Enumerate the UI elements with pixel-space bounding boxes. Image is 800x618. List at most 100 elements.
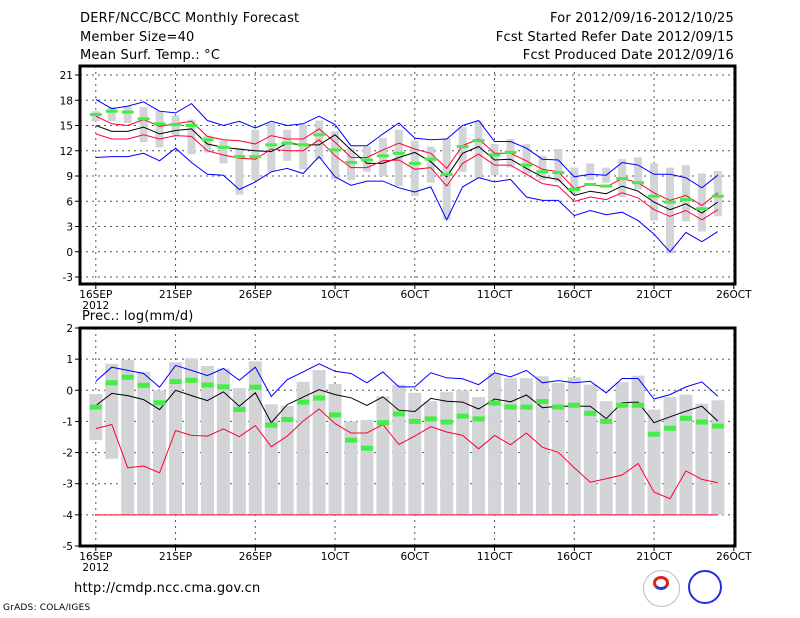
- observed-mark: [472, 416, 485, 422]
- x-tick-label: 21OCT: [636, 551, 672, 563]
- produced-date: Fcst Produced Date 2012/09/16: [522, 48, 734, 63]
- y-tick-label: -4: [63, 510, 74, 522]
- forecast-period: For 2012/09/16-2012/10/25: [550, 11, 734, 26]
- observed-mark: [297, 143, 310, 147]
- observed-mark: [424, 416, 437, 422]
- x-tick-label: 11OCT: [477, 551, 513, 563]
- ensemble-box: [107, 106, 116, 122]
- ensemble-box: [424, 401, 438, 515]
- x-tick-label: 16OCT: [557, 551, 593, 563]
- ensemble-box: [440, 392, 454, 515]
- series-line-min: [95, 147, 719, 253]
- observed-mark: [600, 184, 613, 188]
- ensemble-box: [586, 163, 595, 181]
- ensemble-box: [251, 129, 260, 181]
- observed-mark: [552, 404, 565, 410]
- y-tick-label: -1: [63, 416, 73, 428]
- ensemble-box: [296, 381, 310, 515]
- observed-mark: [504, 404, 517, 410]
- source-url[interactable]: http://cmdp.ncc.cma.gov.cn: [74, 581, 261, 596]
- observed-mark: [616, 177, 629, 181]
- ensemble-box: [538, 155, 547, 181]
- observed-mark: [664, 425, 676, 431]
- observed-mark: [105, 380, 118, 386]
- y-tick-label: 12: [60, 146, 73, 158]
- y-tick-label: -2: [63, 448, 73, 460]
- ensemble-box: [360, 419, 374, 515]
- series-line-lower: [95, 408, 718, 500]
- observed-mark: [664, 200, 676, 204]
- y-tick-label: 21: [60, 70, 73, 82]
- y-tick-label: 9: [66, 171, 73, 183]
- x-tick-label: 6OCT: [400, 289, 429, 301]
- ensemble-box: [615, 382, 629, 515]
- ensemble-box: [426, 146, 435, 183]
- observed-mark: [185, 124, 198, 127]
- ensemble-box: [185, 358, 198, 515]
- observed-mark: [89, 404, 102, 410]
- observed-mark: [440, 419, 453, 425]
- observed-mark: [488, 153, 501, 157]
- ensemble-box: [554, 149, 563, 182]
- observed-mark: [536, 398, 549, 404]
- observed-mark: [233, 155, 246, 159]
- observed-mark: [504, 150, 517, 154]
- ensemble-box: [504, 378, 517, 515]
- ensemble-box: [347, 148, 355, 181]
- x-tick-label: 16SEP: [79, 289, 112, 301]
- panel-temperature: 21 18 15 12 9 6 3 0 -3 16SEP 21SEP 26SEP 1OCT 6OCT 11O…: [60, 64, 752, 312]
- ensemble-box: [200, 365, 214, 515]
- observed-mark: [360, 158, 373, 162]
- ensemble-box: [488, 372, 502, 515]
- ensemble-box: [634, 157, 643, 190]
- ensemble-box: [681, 165, 690, 222]
- observed-mark: [297, 399, 310, 405]
- observed-mark: [105, 109, 118, 113]
- member-size: Member Size=40: [80, 30, 195, 45]
- x-tick-label: 21SEP: [159, 551, 192, 563]
- observed-mark: [440, 172, 453, 176]
- series-line-mean: [95, 125, 719, 214]
- ensemble-box: [679, 394, 693, 515]
- series-line-max: [95, 98, 719, 189]
- observed-mark: [568, 187, 581, 191]
- x-tick-label: 26OCT: [716, 551, 752, 563]
- observed-mark: [568, 402, 581, 408]
- ensemble-box: [442, 138, 451, 220]
- observed-mark: [185, 377, 198, 383]
- ensemble-box: [153, 390, 167, 515]
- ensemble-box: [139, 106, 148, 143]
- plot-frame: [78, 64, 737, 286]
- ensemble-box: [137, 371, 151, 515]
- x-tick-label: 1OCT: [321, 289, 350, 301]
- series-line-mean: [95, 389, 719, 424]
- observed-mark: [392, 151, 405, 155]
- observed-mark: [265, 422, 278, 428]
- ensemble-box: [105, 363, 119, 459]
- observed-mark: [376, 420, 389, 426]
- observed-mark: [169, 123, 182, 127]
- ensemble-box: [219, 140, 228, 164]
- observed-mark: [281, 141, 294, 145]
- start-date: Fcst Started Refer Date 2012/09/15: [495, 30, 734, 45]
- ensemble-box: [376, 396, 390, 515]
- observed-mark: [584, 182, 597, 186]
- panel-precipitation: 2 1 0 -1 -2 -3 -4 -5 16SEP 21SEP 26SEP 1OCT 6OCT 11OC…: [63, 323, 753, 574]
- observed-mark: [249, 384, 262, 390]
- observed-mark: [520, 163, 533, 167]
- observed-mark: [408, 161, 421, 165]
- bcc-emblem-icon: [653, 576, 669, 590]
- observed-mark: [584, 410, 597, 416]
- observed-mark: [456, 413, 469, 419]
- observed-mark: [648, 431, 661, 437]
- observed-mark: [392, 411, 405, 417]
- ensemble-box: [328, 384, 342, 515]
- ensemble-box: [121, 359, 135, 515]
- observed-mark: [616, 402, 629, 408]
- observed-mark: [153, 400, 166, 406]
- observed-mark: [137, 117, 150, 121]
- y-tick-label: 6: [66, 196, 73, 208]
- observed-mark: [648, 194, 661, 198]
- observed-mark: [408, 418, 421, 424]
- y-tick-label: 0: [66, 385, 73, 397]
